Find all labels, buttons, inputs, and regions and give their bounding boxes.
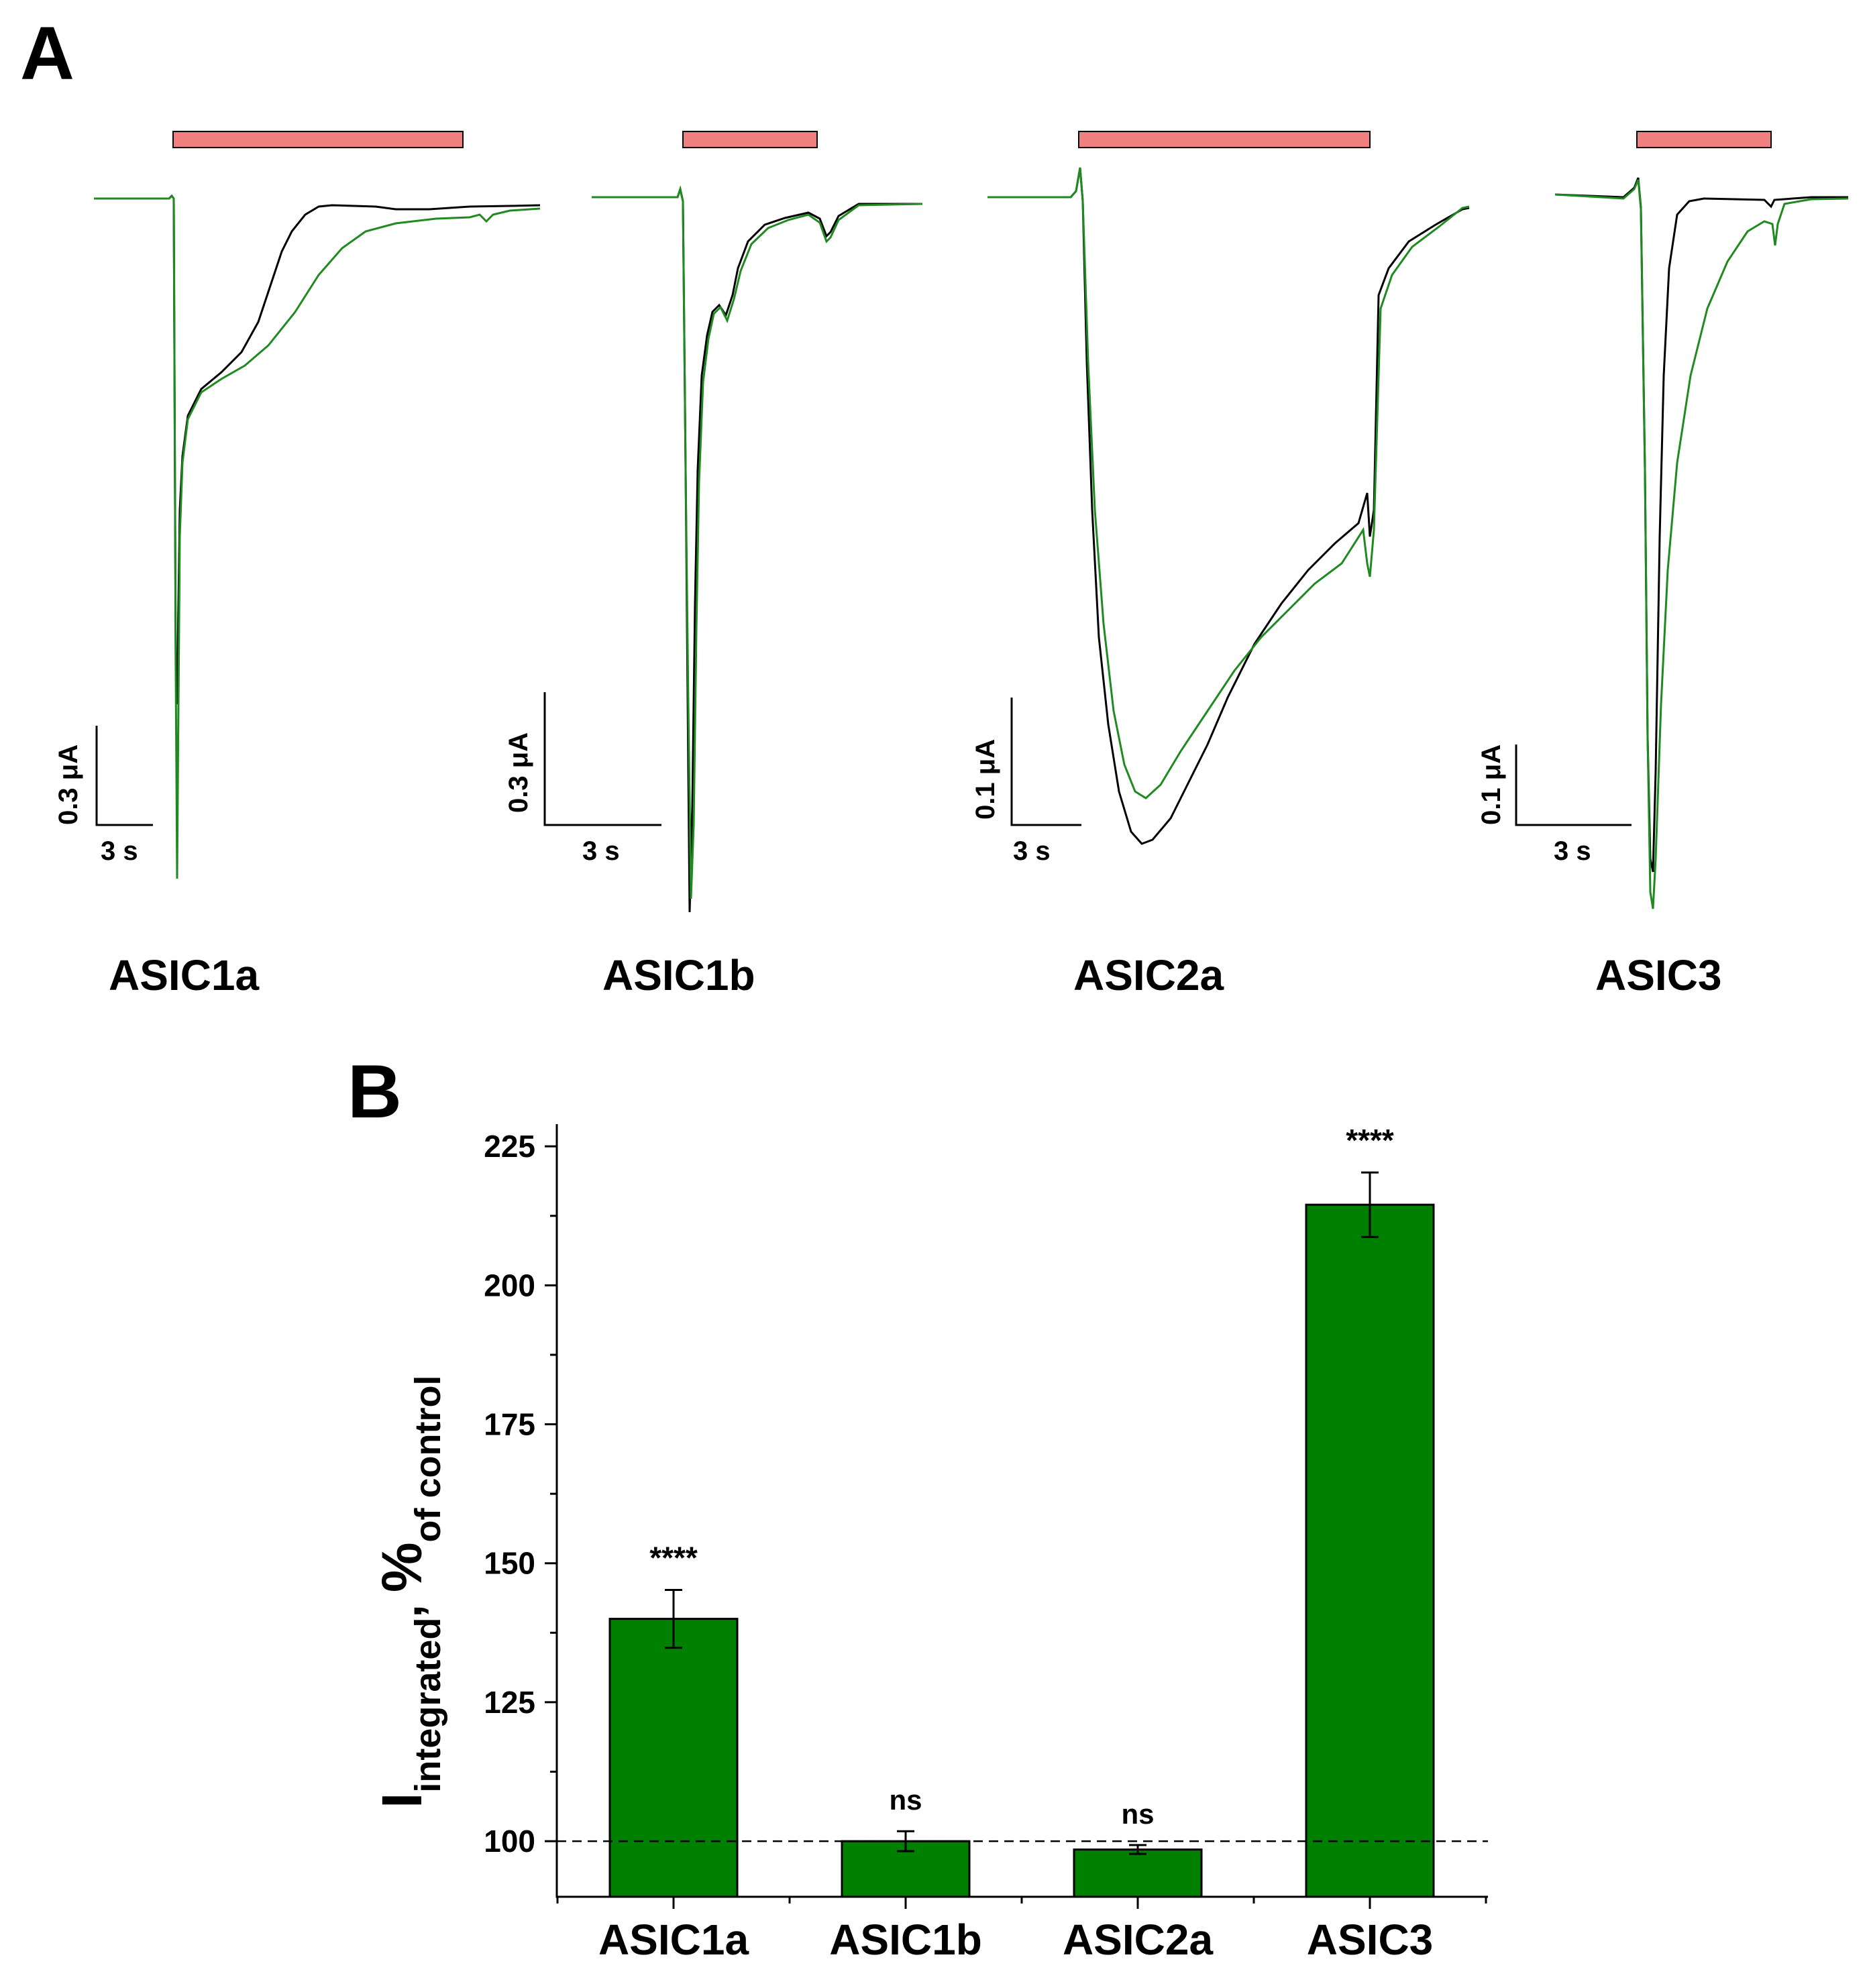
treated-trace	[1554, 179, 1849, 909]
scale-current-label: 0.3 μA	[54, 744, 83, 825]
x-tick-label: ASIC1a	[598, 1916, 749, 1964]
scale-bar	[1515, 744, 1632, 826]
x-tick-label: ASIC2a	[1063, 1916, 1214, 1964]
y-tick-label: 225	[484, 1129, 535, 1164]
y-tick-label: 175	[484, 1407, 535, 1442]
x-tick-label: ASIC3	[1307, 1916, 1434, 1964]
trace-asic1a: 0.3 μA 3 s ASIC1a	[54, 131, 541, 999]
significance-label: ****	[1346, 1123, 1394, 1158]
treated-trace	[987, 167, 1470, 799]
plot-area: **** ns ns **** 100 125 150 175 200 225 ASIC1a ASIC…	[484, 1123, 1488, 1964]
treated-trace	[592, 185, 923, 899]
control-trace	[1554, 177, 1848, 873]
significance-label: ****	[649, 1541, 698, 1576]
trace-asic3: 0.1 μA 3 s ASIC3	[1477, 131, 1849, 999]
scale-time-label: 3 s	[582, 836, 620, 866]
application-bar	[172, 131, 464, 148]
trace-name: ASIC3	[1595, 951, 1722, 999]
scale-bar	[1010, 698, 1081, 826]
bar-chart: Iintegrated,%of control **** ns ns **** 100 1…	[370, 1123, 1488, 1964]
bar	[1305, 1203, 1435, 1898]
trace-name: ASIC2a	[1073, 951, 1224, 999]
significance-label: ns	[1121, 1798, 1154, 1830]
control-trace	[94, 194, 541, 705]
scale-current-label: 0.3 μA	[504, 732, 533, 813]
application-bar	[1078, 131, 1371, 148]
y-tick-label: 200	[484, 1268, 535, 1303]
x-tick-label: ASIC1b	[829, 1916, 982, 1964]
application-bar	[1636, 131, 1772, 148]
scale-current-label: 0.1 μA	[971, 739, 1000, 820]
panel-b-label: B	[348, 1050, 402, 1134]
y-tick-label: 150	[484, 1546, 535, 1581]
panel-a-label: A	[20, 11, 74, 95]
control-trace	[592, 185, 922, 913]
y-axis-label-main: I	[370, 1793, 433, 1808]
scale-current-label: 0.1 μA	[1477, 744, 1506, 825]
scale-time-label: 3 s	[1554, 836, 1591, 866]
scale-time-label: 3 s	[101, 836, 138, 866]
trace-asic1b: 0.3 μA 3 s ASIC1b	[504, 131, 923, 999]
scale-time-label: 3 s	[1013, 836, 1051, 866]
scale-bar	[543, 692, 661, 826]
scale-bar	[95, 726, 153, 826]
application-bar	[682, 131, 818, 148]
bar	[1073, 1848, 1203, 1898]
trace-name: ASIC1b	[602, 951, 755, 999]
y-axis-label-sub: integrated	[408, 1618, 448, 1793]
y-axis-label-pct: %	[370, 1542, 433, 1592]
significance-label: ns	[889, 1784, 922, 1816]
y-axis-label: Iintegrated,%of control	[370, 1375, 448, 1808]
control-trace	[987, 167, 1470, 845]
trace-name: ASIC1a	[109, 951, 260, 999]
y-tick-label: 125	[484, 1685, 535, 1720]
y-axis-label-sep: ,	[379, 1604, 431, 1617]
bar	[608, 1618, 739, 1898]
treated-trace	[94, 194, 541, 879]
trace-asic2a: 0.1 μA 3 s ASIC2a	[971, 131, 1470, 999]
y-axis-label-pct-sub: of control	[408, 1375, 448, 1542]
y-tick-label: 100	[484, 1824, 535, 1859]
